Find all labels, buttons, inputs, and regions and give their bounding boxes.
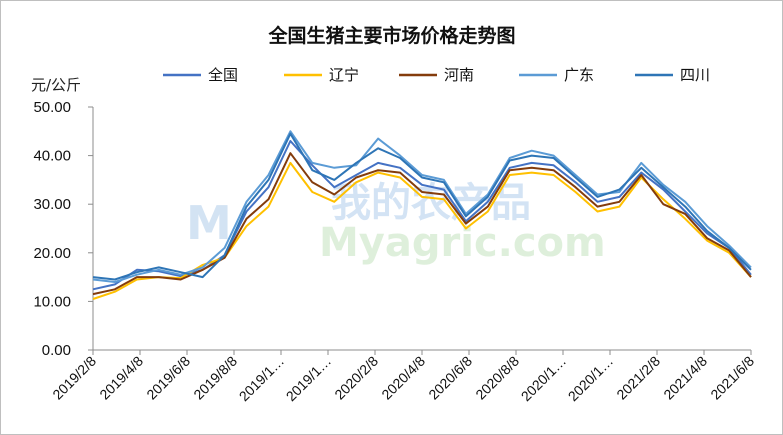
y-tick-label: 40.00: [33, 148, 71, 165]
series-line-4: [92, 132, 752, 281]
y-ticks: 0.00 10.00 20.00 30.00 40.00 50.00: [33, 99, 93, 359]
x-tick-label: 2021/6/8: [707, 353, 757, 403]
x-tick-label: 2020/8/8: [472, 353, 522, 403]
x-tick-label: 2020/1…: [518, 353, 569, 404]
legend-label: 辽宁: [329, 66, 359, 84]
legend-label: 河南: [444, 66, 474, 84]
watermark-logo: M: [186, 196, 232, 250]
watermark-text-en: Myagric.com: [319, 220, 606, 266]
x-tick-label: 2019/1…: [283, 353, 334, 404]
legend-label: 四川: [680, 66, 710, 84]
x-tick-label: 2019/2/8: [49, 353, 99, 403]
y-axis-label: 元/公斤: [31, 76, 81, 94]
legend-label: 广东: [564, 66, 594, 84]
x-tick-label: 2019/8/8: [190, 353, 240, 403]
x-ticks: 2019/2/82019/4/82019/6/82019/8/82019/1…2…: [49, 350, 757, 404]
x-tick-label: 2019/1…: [236, 353, 287, 404]
y-tick-label: 0.00: [42, 342, 71, 359]
series-line-2: [92, 152, 752, 296]
y-tick-label: 10.00: [33, 293, 71, 310]
legend: 全国 辽宁 河南 广东 四川: [163, 66, 710, 84]
x-tick-label: 2019/6/8: [143, 353, 193, 403]
chart-title: 全国生猪主要市场价格走势图: [267, 24, 515, 47]
x-tick-label: 2020/6/8: [425, 353, 475, 403]
x-tick-label: 2020/1…: [565, 353, 616, 404]
y-tick-label: 30.00: [33, 196, 71, 213]
series-line-1: [92, 161, 752, 300]
x-tick-label: 2020/4/8: [378, 353, 428, 403]
x-tick-label: 2019/4/8: [96, 353, 146, 403]
y-tick-label: 50.00: [33, 99, 71, 116]
x-tick-label: 2020/2/8: [331, 353, 381, 403]
legend-label: 全国: [208, 66, 238, 84]
series-lines: [92, 130, 752, 300]
x-tick-label: 2021/2/8: [613, 353, 663, 403]
series-line-3: [92, 130, 752, 283]
y-tick-label: 20.00: [33, 245, 71, 262]
x-tick-label: 2021/4/8: [660, 353, 710, 403]
